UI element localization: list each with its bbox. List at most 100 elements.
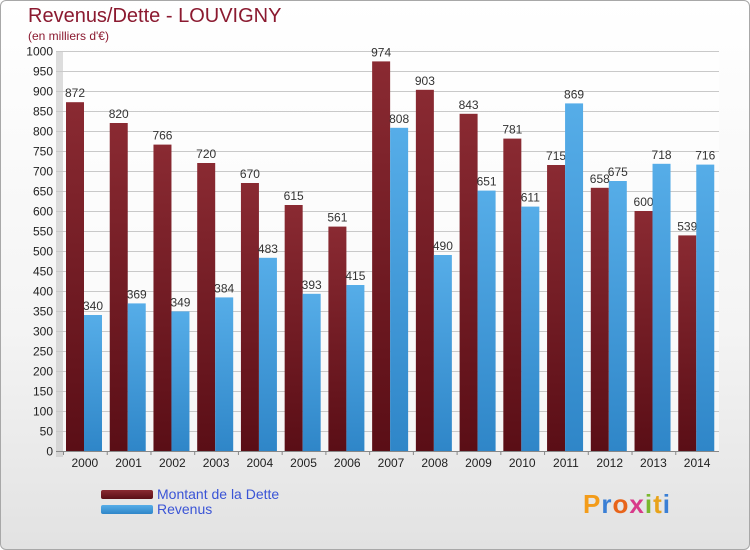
debt-data-label: 670: [240, 167, 260, 181]
debt-data-label: 766: [152, 129, 172, 143]
revenue-bar: [390, 127, 409, 452]
debt-bar: [328, 226, 347, 451]
revenue-bar: [521, 206, 540, 451]
logo-letter: P: [583, 489, 602, 519]
revenue-bar: [565, 103, 584, 452]
logo-letter: o: [612, 489, 630, 519]
y-tick-label: 700: [33, 165, 53, 179]
chart-title: Revenus/Dette - LOUVIGNY: [28, 5, 282, 27]
debt-bar: [153, 144, 172, 451]
y-tick-label: 100: [33, 405, 53, 419]
debt-data-label: 781: [502, 123, 522, 137]
x-tick-label: 2008: [421, 456, 448, 470]
logo-letter: t: [653, 489, 663, 519]
y-tick-label: 250: [33, 345, 53, 359]
debt-data-label: 903: [415, 74, 435, 88]
revenue-data-label: 651: [477, 175, 497, 189]
y-tick-label: 450: [33, 265, 53, 279]
y-tick-label: 350: [33, 305, 53, 319]
debt-bar: [503, 138, 522, 451]
revenue-data-label: 384: [214, 281, 234, 295]
chart-subtitle: (en milliers d'€): [28, 29, 109, 43]
revenue-data-label: 675: [608, 165, 628, 179]
debt-data-label: 872: [65, 86, 85, 100]
debt-bar: [678, 235, 697, 451]
revenue-data-label: 393: [302, 278, 322, 292]
y-tick-label: 950: [33, 65, 53, 79]
revenue-bar: [302, 293, 321, 451]
x-tick-label: 2010: [509, 456, 536, 470]
x-tick-label: 2014: [684, 456, 711, 470]
y-tick-label: 550: [33, 225, 53, 239]
revenue-data-label: 349: [170, 295, 190, 309]
logo-letter: x: [629, 489, 645, 519]
x-tick-label: 2002: [159, 456, 186, 470]
debt-data-label: 720: [196, 147, 216, 161]
revenue-bar: [477, 190, 496, 451]
debt-data-label: 615: [284, 189, 304, 203]
debt-bar: [284, 205, 303, 451]
revenue-data-label: 611: [521, 191, 540, 205]
revenue-data-label: 340: [83, 299, 103, 313]
proxiti-logo: Proxiti: [583, 489, 671, 520]
y-tick-label: 850: [33, 105, 53, 119]
logo-letter: i: [644, 489, 654, 519]
x-tick-label: 2003: [203, 456, 230, 470]
revenue-data-label: 808: [389, 112, 409, 126]
logo-letter: r: [601, 489, 613, 519]
debt-bar: [240, 183, 259, 451]
debt-bar: [547, 165, 566, 451]
debt-bar: [634, 211, 653, 451]
x-tick-label: 2001: [115, 456, 142, 470]
y-tick-label: 900: [33, 85, 53, 99]
revenue-bar: [608, 181, 627, 451]
x-tick-label: 2012: [596, 456, 623, 470]
revenue-bar: [127, 303, 146, 451]
revenue-data-label: 490: [433, 239, 453, 253]
y-tick-label: 150: [33, 385, 53, 399]
revenue-data-label: 415: [345, 269, 365, 283]
legend-label-debt: Montant de la Dette: [157, 486, 280, 502]
debt-bar: [459, 113, 478, 452]
revenue-bar: [215, 297, 234, 451]
debt-bar: [197, 163, 216, 451]
debt-data-label: 974: [371, 45, 391, 59]
y-tick-label: 650: [33, 185, 53, 199]
revenue-bar: [696, 164, 715, 451]
y-tick-label: 750: [33, 145, 53, 159]
y-tick-label: 600: [33, 205, 53, 219]
logo-letter: i: [662, 489, 671, 519]
debt-data-label: 658: [590, 172, 610, 186]
revenue-bar: [433, 255, 452, 451]
debt-bar: [109, 123, 128, 451]
x-tick-label: 2013: [640, 456, 667, 470]
y-tick-label: 500: [33, 245, 53, 259]
debt-data-label: 715: [546, 149, 566, 163]
revenue-bar: [346, 285, 365, 451]
debt-data-label: 843: [459, 98, 479, 112]
revenue-data-label: 716: [695, 149, 715, 163]
y-tick-label: 0: [46, 445, 53, 459]
revenue-bar: [652, 163, 671, 452]
y-tick-label: 200: [33, 365, 53, 379]
y-tick-label: 1000: [26, 45, 53, 59]
revenue-data-label: 369: [127, 287, 147, 301]
x-tick-label: 2009: [465, 456, 492, 470]
debt-data-label: 561: [327, 211, 347, 225]
x-tick-label: 2004: [246, 456, 273, 470]
legend-label-revenue: Revenus: [157, 501, 213, 517]
y-tick-label: 400: [33, 285, 53, 299]
debt-data-label: 539: [677, 219, 697, 233]
debt-bar: [66, 102, 84, 451]
y-tick-label: 300: [33, 325, 53, 339]
debt-data-label: 820: [109, 107, 129, 121]
plot-left-wall: [56, 51, 63, 457]
debt-data-label: 600: [634, 195, 654, 209]
x-tick-label: 2011: [553, 456, 579, 470]
x-tick-label: 2005: [290, 456, 317, 470]
y-tick-label: 50: [40, 425, 54, 439]
legend-swatch-debt: [101, 490, 153, 499]
x-tick-label: 2006: [334, 456, 361, 470]
